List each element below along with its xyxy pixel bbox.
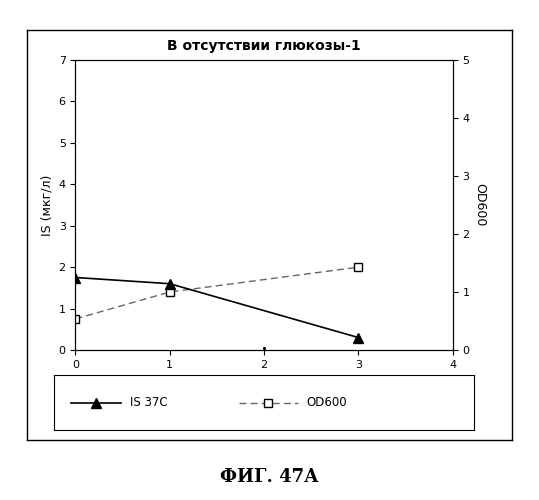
- Y-axis label: OD600: OD600: [473, 184, 486, 226]
- Text: ФИГ. 47А: ФИГ. 47А: [220, 468, 319, 486]
- Text: IS 37C: IS 37C: [129, 396, 167, 409]
- Y-axis label: IS (мкг/л): IS (мкг/л): [40, 174, 53, 236]
- Title: В отсутствии глюкозы-1: В отсутствии глюкозы-1: [167, 40, 361, 54]
- X-axis label: Время (часы): Время (часы): [220, 376, 308, 388]
- Text: OD600: OD600: [306, 396, 347, 409]
